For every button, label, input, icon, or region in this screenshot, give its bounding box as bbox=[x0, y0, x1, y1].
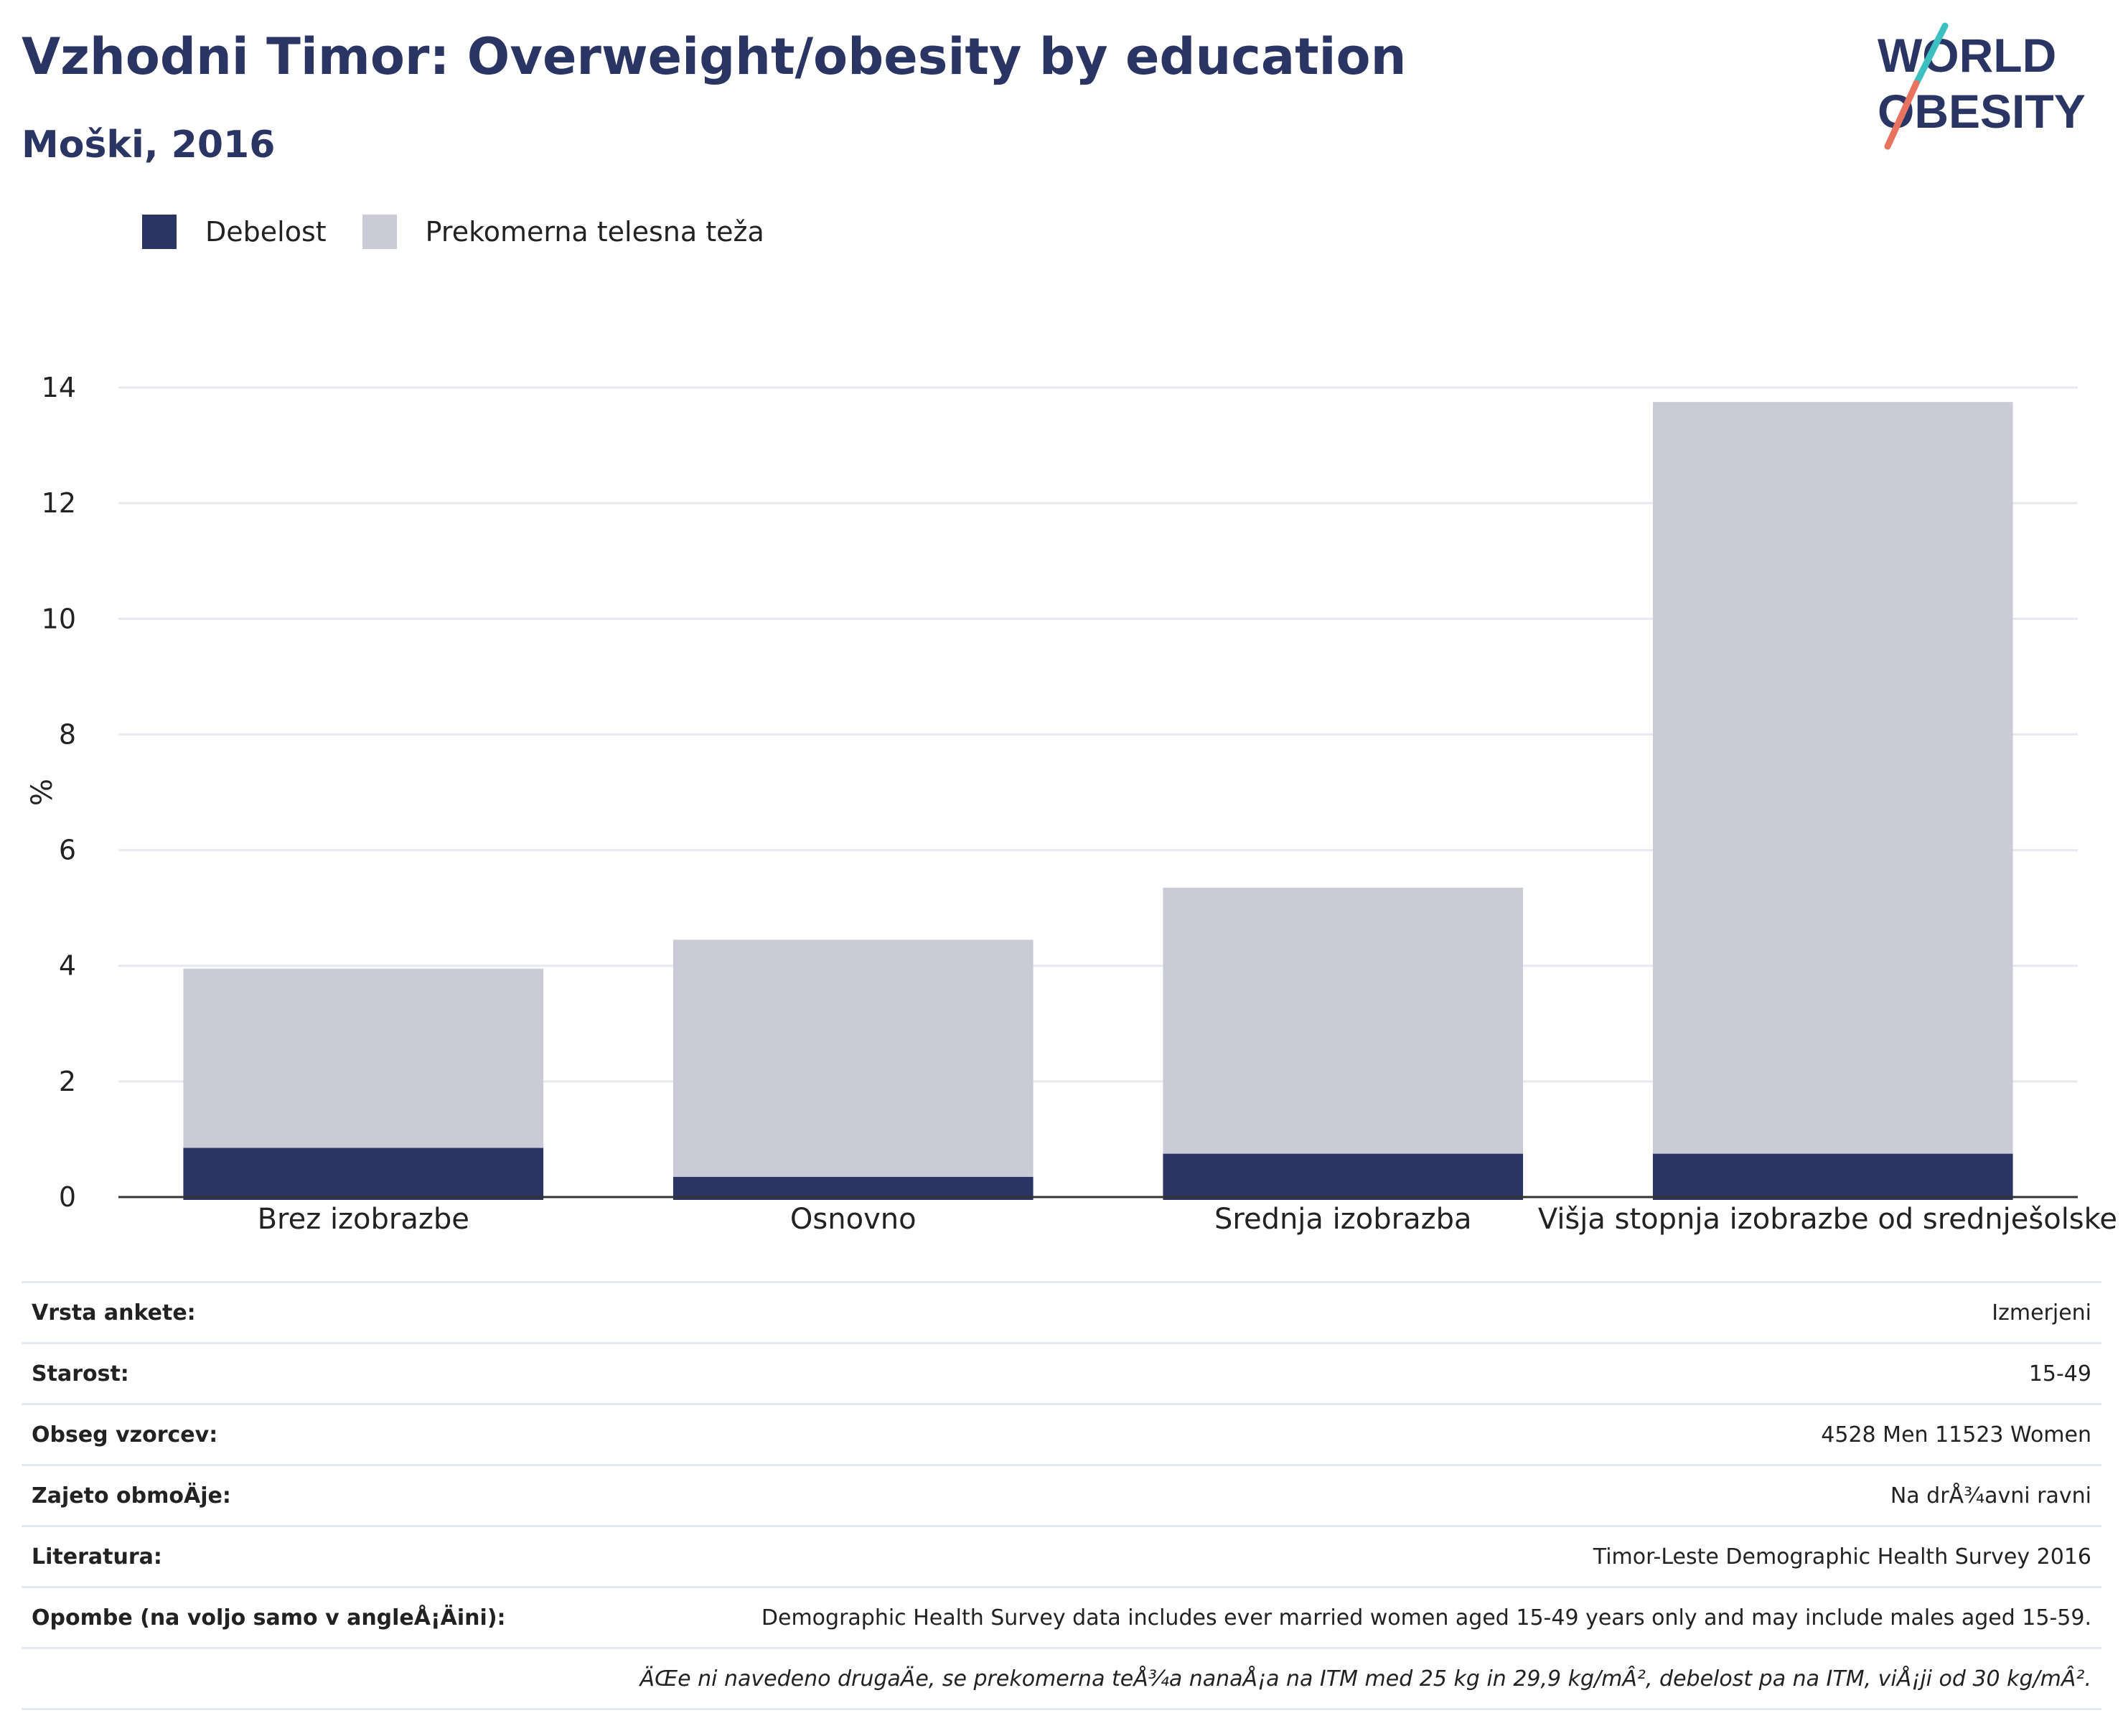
legend-item-debelost[interactable]: Debelost bbox=[142, 215, 327, 249]
legend-label-debelost: Debelost bbox=[205, 216, 327, 248]
row-key: Vrsta ankete: bbox=[22, 1281, 545, 1343]
table-row: Literatura: Timor-Leste Demographic Heal… bbox=[22, 1525, 2101, 1587]
x-tick-label: Srednja izobrazba bbox=[1214, 1203, 1471, 1236]
table-row: ÄŒe ni navedeno drugaÄe, se prekomerna t… bbox=[22, 1647, 2101, 1710]
table-row: Obseg vzorcev: 4528 Men 11523 Women bbox=[22, 1403, 2101, 1465]
y-tick-label: 8 bbox=[59, 718, 76, 750]
row-value: Timor-Leste Demographic Health Survey 20… bbox=[544, 1525, 2101, 1587]
logo-slash-coral bbox=[1884, 80, 1920, 150]
y-axis-label: % bbox=[26, 779, 59, 806]
bar-debelost bbox=[1163, 1153, 1524, 1200]
row-value: Na drÅ¾avni ravni bbox=[544, 1464, 2101, 1526]
y-tick-label: 4 bbox=[59, 950, 76, 982]
x-tick-label: Brez izobrazbe bbox=[258, 1203, 469, 1236]
y-tick-label: 14 bbox=[42, 372, 76, 403]
legend-swatch-prekomerna bbox=[362, 215, 397, 249]
bar-prekomerna bbox=[672, 939, 1034, 1177]
table-row: Starost: 15-49 bbox=[22, 1342, 2101, 1404]
bar-debelost bbox=[183, 1148, 544, 1200]
row-value-note: ÄŒe ni navedeno drugaÄe, se prekomerna t… bbox=[544, 1647, 2101, 1710]
legend-label-prekomerna: Prekomerna telesna teža bbox=[425, 216, 764, 248]
row-key: Zajeto obmoÄje: bbox=[22, 1464, 545, 1526]
row-key: Starost: bbox=[22, 1342, 545, 1404]
bar-prekomerna bbox=[183, 968, 544, 1148]
row-key: Literatura: bbox=[22, 1525, 545, 1587]
x-tick-label: Višja stopnja izobrazbe od srednješolske bbox=[1538, 1203, 2117, 1236]
legend-swatch-debelost bbox=[142, 215, 177, 249]
row-value: 4528 Men 11523 Women bbox=[544, 1403, 2101, 1465]
y-tick-label: 10 bbox=[42, 603, 76, 634]
y-tick-label: 2 bbox=[59, 1066, 76, 1097]
bar-prekomerna bbox=[1163, 887, 1524, 1154]
y-tick-label: 12 bbox=[42, 487, 76, 519]
logo-slash-teal bbox=[1913, 22, 1949, 87]
table-row: Zajeto obmoÄje: Na drÅ¾avni ravni bbox=[22, 1464, 2101, 1526]
y-tick-label: 6 bbox=[59, 835, 76, 866]
table-row: Opombe (na voljo samo v angleÅ¡Äini): De… bbox=[22, 1586, 2101, 1648]
row-key: Opombe (na voljo samo v angleÅ¡Äini): bbox=[22, 1586, 545, 1648]
row-value: 15-49 bbox=[544, 1342, 2101, 1404]
logo-text-top: WORLD bbox=[1878, 29, 2056, 82]
world-obesity-logo: WORLD OBESITY bbox=[1878, 22, 2086, 150]
row-value: Izmerjeni bbox=[544, 1281, 2101, 1343]
legend: Debelost Prekomerna telesna teža bbox=[142, 212, 800, 251]
chart-subtitle: Moški, 2016 bbox=[22, 123, 276, 166]
y-tick-label: 0 bbox=[59, 1181, 76, 1213]
row-value: Demographic Health Survey data includes … bbox=[544, 1586, 2101, 1648]
legend-item-prekomerna[interactable]: Prekomerna telesna teža bbox=[362, 215, 764, 249]
bar-debelost bbox=[1652, 1153, 2013, 1200]
chart-title: Vzhodni Timor: Overweight/obesity by edu… bbox=[22, 27, 1407, 86]
bar-prekomerna bbox=[1652, 402, 2013, 1154]
row-key: Obseg vzorcev: bbox=[22, 1403, 545, 1465]
table-row: Vrsta ankete: Izmerjeni bbox=[22, 1281, 2101, 1343]
x-tick-label: Osnovno bbox=[790, 1203, 917, 1236]
bar-chart: 0 2 4 6 8 10 12 14% Brez izobrazbe Osnovno Srednja… bbox=[26, 372, 2117, 1236]
row-key bbox=[22, 1647, 545, 1710]
survey-info-table: Vrsta ankete: Izmerjeni Starost: 15-49 O… bbox=[22, 1281, 2101, 1710]
